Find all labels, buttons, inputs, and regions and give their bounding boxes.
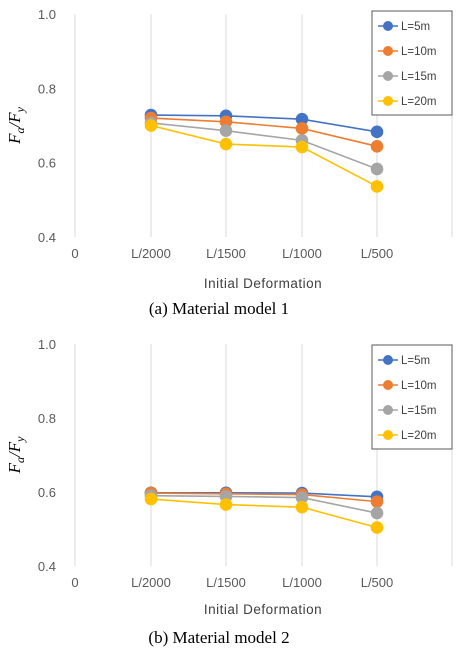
series-l-5m xyxy=(144,108,384,139)
x-tick-label: L/500 xyxy=(361,575,394,590)
y-tick-label: 1.0 xyxy=(38,7,56,22)
y-tick-label: 0.4 xyxy=(38,230,56,245)
y-axis-title: Fa/Fy xyxy=(5,106,27,145)
x-tick-label: L/1000 xyxy=(282,246,322,261)
x-tick-label: 0 xyxy=(71,575,78,590)
legend-label: L=20m xyxy=(401,96,436,108)
legend-label: L=5m xyxy=(401,355,430,367)
legend-marker xyxy=(383,355,393,365)
chart-panel-2: 0.4 0.6 0.8 1.0 0 L/2000 L/1500 L/1000 L/500 Init… xyxy=(5,337,453,647)
y-tick-label: 0.8 xyxy=(38,81,56,96)
data-point xyxy=(370,521,384,534)
figure-caption: (b) Material model 2 xyxy=(148,628,289,647)
data-point xyxy=(370,180,384,193)
chart-panel-1: 0.4 0.6 0.8 1.0 0 L/2000 L/1500 L/1000 L/500 Init… xyxy=(5,7,453,318)
legend-label: L=5m xyxy=(401,21,430,33)
legend-marker xyxy=(383,380,393,390)
data-point xyxy=(295,122,309,135)
data-point xyxy=(370,125,384,139)
data-point xyxy=(295,491,309,504)
series-line xyxy=(150,492,378,503)
data-point xyxy=(295,112,309,126)
legend-label: L=20m xyxy=(401,430,436,442)
data-point xyxy=(219,115,233,129)
y-tick-label: 0.6 xyxy=(38,485,56,500)
data-point xyxy=(219,137,233,151)
series-line xyxy=(150,122,378,170)
x-tick-label: L/2000 xyxy=(131,246,171,261)
x-axis-title: Initial Deformation xyxy=(204,602,322,617)
data-point xyxy=(295,140,309,154)
legend: L=5m L=10m L=15m L=20m xyxy=(371,344,453,450)
data-point xyxy=(219,124,233,138)
legend-label: L=10m xyxy=(401,46,436,58)
data-point xyxy=(370,162,384,176)
x-tick-label: 0 xyxy=(71,246,78,261)
y-tick-label: 0.8 xyxy=(38,411,56,426)
legend-marker xyxy=(383,96,393,106)
legend-label: L=15m xyxy=(401,405,436,417)
data-point xyxy=(370,140,384,153)
data-point xyxy=(219,498,233,511)
data-point xyxy=(144,492,158,506)
x-tick-label: L/1500 xyxy=(206,575,246,590)
legend-marker xyxy=(383,21,393,31)
legend-marker xyxy=(383,430,393,440)
series-line xyxy=(150,124,378,188)
x-tick-label: L/2000 xyxy=(131,575,171,590)
legend-label: L=15m xyxy=(401,71,436,83)
data-point xyxy=(370,506,384,520)
data-point xyxy=(144,119,158,132)
figure-caption: (a) Material model 1 xyxy=(149,299,289,318)
x-tick-label: L/1500 xyxy=(206,246,246,261)
y-axis-title: Fa/Fy xyxy=(5,436,27,475)
series-line xyxy=(150,494,378,514)
legend-marker xyxy=(383,46,393,56)
series-line xyxy=(150,117,378,148)
legend-marker xyxy=(383,71,393,81)
series-line xyxy=(150,498,378,529)
y-tick-label: 1.0 xyxy=(38,337,56,352)
data-point xyxy=(370,495,384,508)
legend-marker xyxy=(383,405,393,415)
y-tick-label: 0.6 xyxy=(38,156,56,171)
legend: L=5m L=10m L=15m L=20m xyxy=(371,10,453,116)
x-tick-label: L/500 xyxy=(361,246,394,261)
x-tick-label: L/1000 xyxy=(282,575,322,590)
series-line xyxy=(150,114,378,133)
series-l-20m xyxy=(144,492,384,534)
y-tick-label: 0.4 xyxy=(38,559,56,574)
data-point xyxy=(295,500,309,514)
series-l-20m xyxy=(144,119,384,193)
legend-label: L=10m xyxy=(401,380,436,392)
x-axis-title: Initial Deformation xyxy=(204,276,322,291)
